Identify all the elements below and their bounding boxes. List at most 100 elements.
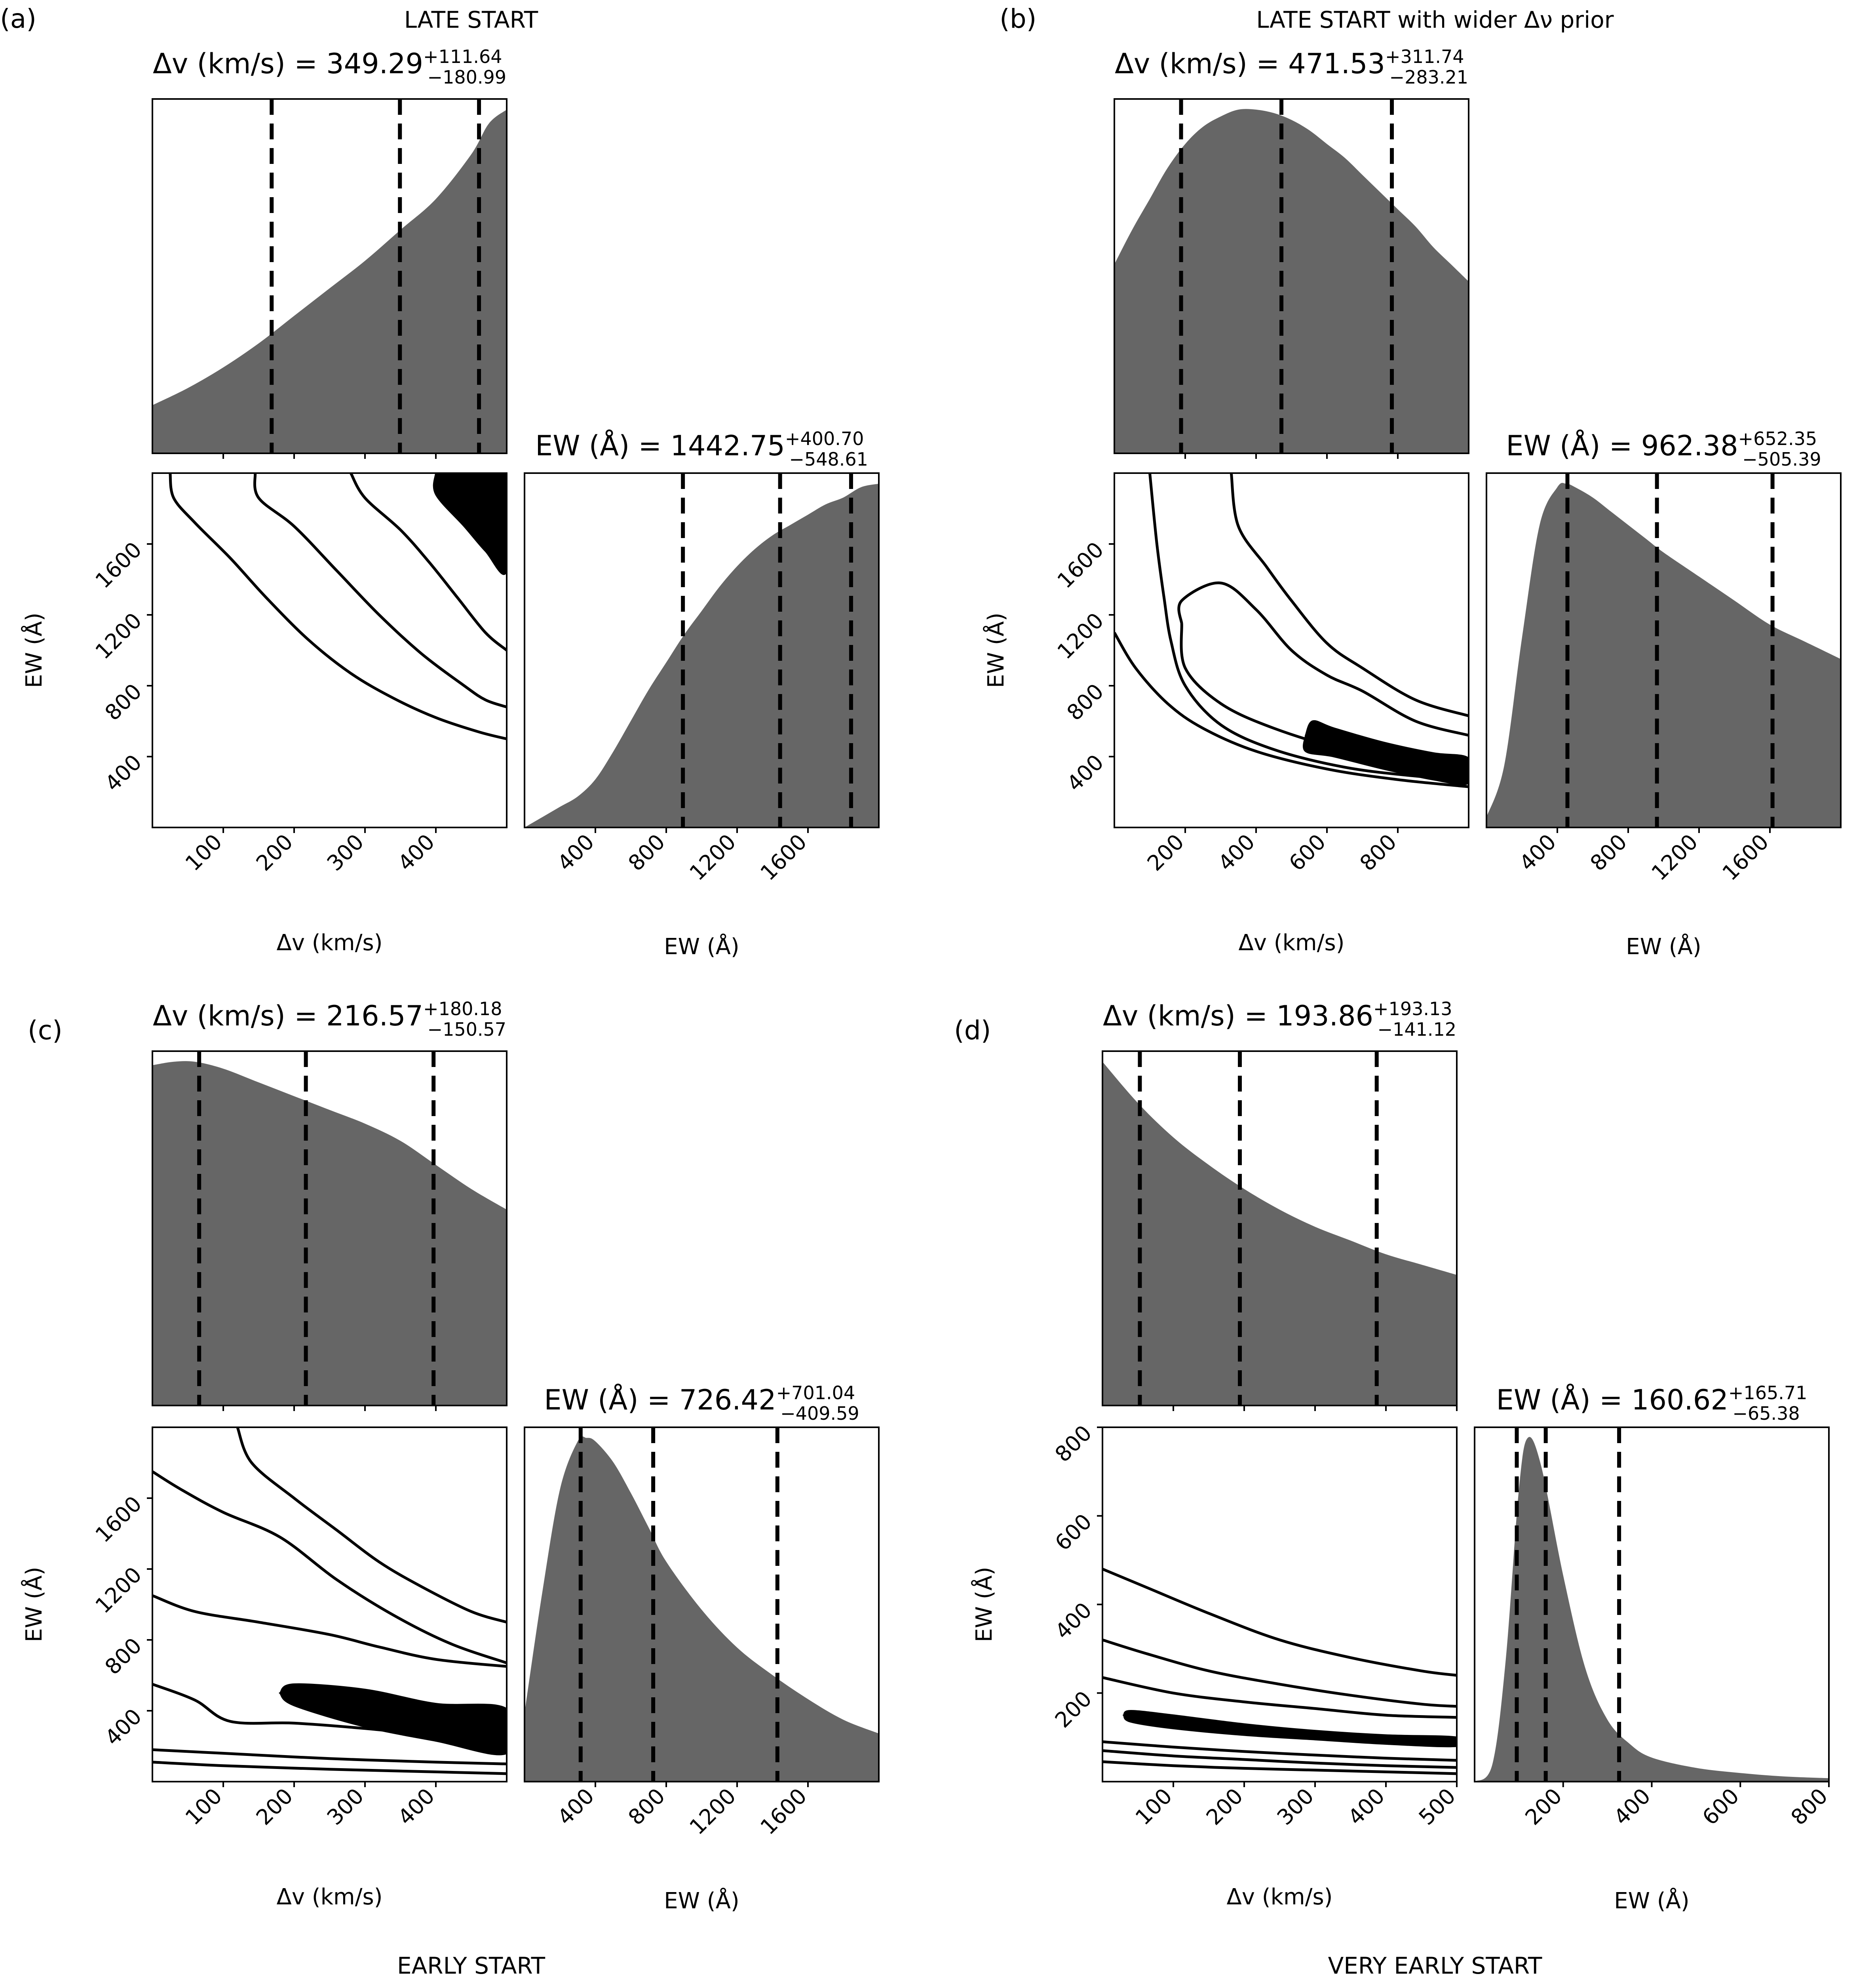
- contour-group-c: [152, 1427, 507, 1775]
- tick-label-x-ew-a-0: 400: [553, 829, 599, 876]
- tick-label-x-ew-a-3: 1600: [755, 829, 812, 886]
- tick-label-x-2d-b-2: 600: [1284, 829, 1330, 876]
- title-dv-b-minus: −283.21: [1389, 67, 1469, 88]
- corner-plot-b: Δv (km/s) = 471.53+311.74 −283.21 200 400 60…: [983, 46, 1842, 960]
- panel-c-caption: EARLY START: [397, 1952, 546, 1978]
- ylabel-2d-c: EW (Å): [21, 1567, 47, 1642]
- panel-b: (b) LATE START with wider Δν prior Δv (k…: [983, 4, 1842, 960]
- ylabel-2d-a: EW (Å): [21, 612, 47, 688]
- contour-group-a: [169, 473, 507, 740]
- title-ew-d-param: EW (Å): [1496, 1384, 1591, 1416]
- xlabel-2d-b: Δv (km/s): [1239, 930, 1345, 956]
- title-ew-d-minus: −65.38: [1732, 1403, 1800, 1424]
- ylabel-2d-d: EW (Å): [971, 1567, 997, 1642]
- title-ew-c-param: EW (Å): [544, 1384, 638, 1416]
- title-ew-d-eq: = 160.62: [1591, 1384, 1728, 1416]
- title-ew-b-param: EW (Å): [1506, 430, 1600, 462]
- title-ew-c-plus: +701.04: [776, 1382, 855, 1404]
- tick-label-x-2d-c-0: 100: [181, 1784, 227, 1830]
- panel-d-label: (d): [954, 1015, 991, 1046]
- xlabel-ew-d: EW (Å): [1614, 1888, 1690, 1914]
- axes-frame-dv-a: [152, 98, 507, 454]
- tick-label-x-ew-d-1: 400: [1609, 1784, 1655, 1830]
- title-dv-d-param: Δv (km/s): [1103, 1000, 1235, 1032]
- axes-frame-2d-a: [152, 472, 507, 828]
- title-dv-d-eq: = 193.86: [1235, 1000, 1373, 1032]
- tick-label-y-2d-c-3: 1600: [90, 1491, 146, 1548]
- xlabel-ew-a: EW (Å): [664, 934, 739, 960]
- title-ew-b: EW (Å) = 962.38+652.35 −505.39: [1506, 428, 1821, 470]
- marginal-ew-a: [525, 483, 879, 827]
- tick-label-x-2d-b-0: 200: [1142, 829, 1189, 876]
- tick-label-x-ew-b-1: 800: [1585, 829, 1632, 876]
- tick-label-x-ew-d-3: 800: [1786, 1784, 1832, 1830]
- panel-a: (a) LATE START Δv (km/s) = 349.29+111.64…: [0, 4, 880, 960]
- axes-frame-2d-b: [1114, 472, 1469, 828]
- title-ew-a-param: EW (Å): [535, 430, 629, 462]
- tick-label-y-2d-b-2: 1200: [1052, 608, 1108, 664]
- marginal-dv-c: [152, 1061, 507, 1406]
- title-dv-b-eq: = 471.53: [1247, 48, 1385, 80]
- contour-line-c-4: [152, 1748, 507, 1765]
- contour-line-a-2: [350, 473, 507, 652]
- title-dv-c-eq: = 216.57: [285, 1000, 423, 1032]
- axes-frame-ew-c: [524, 1426, 880, 1782]
- tick-label-y-2d-d-3: 800: [1050, 1421, 1097, 1467]
- contour-line-b-4: [1230, 473, 1469, 717]
- contour-line-d-1: [1102, 1638, 1457, 1708]
- tick-label-x-2d-d-0: 100: [1131, 1784, 1177, 1830]
- contour-line-c-1: [152, 1470, 507, 1664]
- title-ew-a-eq: = 1442.75: [629, 430, 785, 462]
- title-ew-d: EW (Å) = 160.62+165.71 −65.38: [1496, 1382, 1808, 1424]
- tick-label-y-2d-a-0: 400: [100, 750, 146, 796]
- xlabel-ew-b: EW (Å): [1626, 934, 1701, 960]
- title-dv-c-param: Δv (km/s): [153, 1000, 285, 1032]
- title-dv-d-plus: +193.13: [1373, 998, 1452, 1019]
- contour-line-c-0: [236, 1427, 507, 1624]
- xlabel-2d-c: Δv (km/s): [277, 1884, 383, 1910]
- axes-frame-dv-d: [1102, 1050, 1458, 1406]
- tick-label-y-2d-c-1: 800: [100, 1633, 146, 1679]
- tick-label-x-2d-d-2: 300: [1272, 1784, 1319, 1830]
- contour-line-b-0: [1114, 632, 1469, 788]
- tick-label-y-2d-c-2: 1200: [90, 1562, 146, 1619]
- title-ew-c-minus: −409.59: [780, 1403, 859, 1424]
- tick-label-x-ew-d-2: 600: [1697, 1784, 1744, 1830]
- tick-label-x-ew-a-2: 1200: [684, 829, 741, 886]
- marginal-dv-d: [1102, 1061, 1457, 1406]
- title-dv-a-eq: = 349.29: [285, 48, 423, 80]
- title-ew-a-plus: +400.70: [785, 428, 864, 449]
- tick-label-x-ew-b-3: 1600: [1717, 829, 1773, 886]
- tick-label-y-2d-b-3: 1600: [1052, 537, 1108, 593]
- xlabel-2d-a: Δv (km/s): [277, 930, 383, 956]
- tick-label-x-2d-c-1: 200: [251, 1784, 298, 1830]
- contour-group-b: [1114, 473, 1469, 788]
- panel-a-label: (a): [0, 4, 36, 34]
- axes-frame-dv-b: [1114, 98, 1469, 454]
- contour-filled-a-3: [433, 473, 507, 575]
- contour-filled-b-5: [1303, 720, 1469, 785]
- marginal-ew-b: [1486, 483, 1841, 827]
- contour-line-d-0: [1102, 1567, 1457, 1677]
- contour-line-b-1: [1148, 473, 1469, 781]
- title-dv-d: Δv (km/s) = 193.86+193.13 −141.12: [1103, 998, 1456, 1040]
- title-ew-b-eq: = 962.38: [1600, 430, 1738, 462]
- panel-d-caption: VERY EARLY START: [1328, 1952, 1542, 1978]
- contour-line-d-3: [1102, 1740, 1457, 1762]
- tick-label-y-2d-a-1: 800: [100, 679, 146, 725]
- tick-label-y-2d-b-0: 400: [1062, 750, 1108, 796]
- tick-label-x-ew-b-2: 1200: [1646, 829, 1703, 886]
- tick-label-x-ew-c-3: 1600: [755, 1784, 812, 1840]
- ylabel-2d-b: EW (Å): [983, 612, 1009, 688]
- contour-line-a-1: [253, 473, 507, 709]
- tick-label-y-2d-a-2: 1200: [90, 608, 146, 664]
- tick-label-y-2d-d-1: 400: [1050, 1598, 1097, 1644]
- tick-label-x-2d-d-3: 400: [1343, 1784, 1389, 1830]
- contour-line-a-0: [169, 473, 507, 740]
- contour-line-d-5: [1102, 1760, 1457, 1775]
- title-dv-c-minus: −150.57: [428, 1019, 507, 1040]
- title-ew-c-eq: = 726.42: [639, 1384, 776, 1416]
- title-dv-a-minus: −180.99: [428, 67, 507, 88]
- tick-label-x-2d-a-3: 400: [393, 829, 439, 876]
- contour-group-d: [1102, 1567, 1457, 1775]
